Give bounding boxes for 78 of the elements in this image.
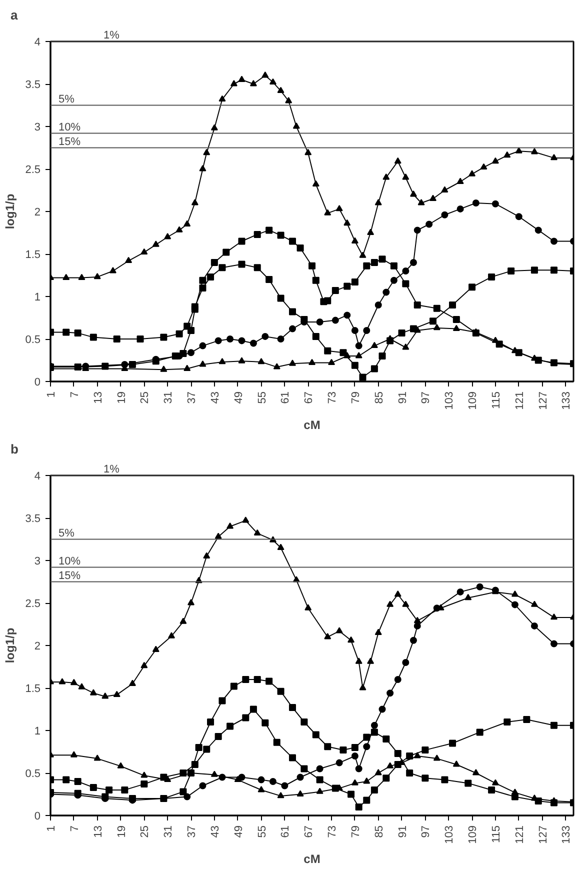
x-tick-label: 49 bbox=[232, 391, 245, 404]
y-tick-label: 4 bbox=[34, 36, 41, 48]
x-tick-label: 7 bbox=[68, 391, 81, 398]
x-tick-label: 43 bbox=[209, 391, 222, 404]
annotation: 15% bbox=[58, 570, 81, 582]
x-tick-label: 97 bbox=[420, 825, 432, 838]
y-tick-label: 2 bbox=[34, 206, 41, 218]
x-tick-label: 79 bbox=[350, 391, 362, 404]
y-tick-label: 4 bbox=[34, 470, 41, 482]
annotation: 10% bbox=[58, 121, 81, 134]
x-tick-label: 127 bbox=[537, 825, 550, 844]
y-tick-label: 0 bbox=[34, 810, 41, 822]
x-tick-label: 91 bbox=[396, 391, 409, 404]
x-tick-label: 37 bbox=[186, 391, 198, 404]
y-tick-label: 2 bbox=[34, 640, 41, 652]
y-axis-title: log1/p bbox=[3, 628, 18, 664]
annotation: 15% bbox=[58, 136, 81, 148]
annotation: 5% bbox=[58, 527, 75, 540]
x-tick-label: 7 bbox=[68, 825, 81, 832]
x-tick-label: 19 bbox=[116, 825, 128, 838]
x-tick-label: 91 bbox=[396, 825, 409, 838]
y-tick-label: 3 bbox=[34, 556, 41, 568]
x-tick-label: 103 bbox=[444, 391, 456, 410]
x-tick-label: 61 bbox=[280, 391, 292, 404]
x-tick-label: 31 bbox=[162, 391, 175, 404]
text: 1% bbox=[104, 464, 120, 476]
text: 1% bbox=[104, 30, 120, 42]
x-axis-title: cM bbox=[304, 852, 320, 866]
y-tick-label: 3 bbox=[34, 122, 41, 134]
y-tick-label: 0 bbox=[34, 376, 41, 388]
x-tick-label: 127 bbox=[537, 391, 550, 410]
x-tick-label: 19 bbox=[116, 391, 128, 404]
x-tick-label: 25 bbox=[139, 391, 152, 404]
x-tick-label: 79 bbox=[350, 825, 362, 838]
x-tick-label: 25 bbox=[139, 825, 152, 838]
x-tick-label: 55 bbox=[256, 825, 268, 838]
x-tick-label: 43 bbox=[209, 825, 222, 838]
x-axis-title: cM bbox=[304, 418, 320, 432]
x-tick-label: 73 bbox=[326, 825, 339, 838]
x-tick-label: 121 bbox=[514, 825, 526, 844]
x-tick-label: 109 bbox=[467, 825, 480, 844]
x-tick-label: 115 bbox=[490, 825, 502, 844]
x-tick-label: 1 bbox=[46, 391, 58, 398]
x-tick-label: 85 bbox=[373, 825, 386, 838]
y-tick-label: 0.5 bbox=[25, 768, 41, 780]
chart-title: b bbox=[10, 442, 18, 456]
x-tick-label: 13 bbox=[92, 825, 104, 838]
annotation: 5% bbox=[58, 93, 75, 106]
x-tick-label: 133 bbox=[560, 391, 573, 410]
x-tick-label: 73 bbox=[326, 391, 339, 404]
x-tick-label: 13 bbox=[92, 391, 104, 404]
y-tick-label: 1 bbox=[34, 292, 41, 304]
x-tick-label: 55 bbox=[256, 391, 268, 404]
y-tick-label: 2.5 bbox=[25, 164, 41, 176]
x-tick-label: 115 bbox=[490, 391, 502, 410]
y-tick-label: 2.5 bbox=[25, 598, 41, 610]
x-tick-label: 67 bbox=[303, 825, 316, 838]
x-tick-label: 85 bbox=[373, 391, 386, 404]
y-tick-label: 1.5 bbox=[25, 249, 41, 261]
x-tick-label: 1 bbox=[46, 825, 58, 832]
chart-title: a bbox=[10, 8, 18, 22]
y-tick-label: 1 bbox=[34, 726, 41, 738]
y-tick-label: 3.5 bbox=[25, 79, 41, 91]
x-tick-label: 61 bbox=[280, 825, 292, 838]
y-tick-label: 1.5 bbox=[25, 683, 41, 695]
y-axis-title: log1/p bbox=[3, 194, 18, 230]
y-tick-label: 3.5 bbox=[25, 513, 41, 525]
x-tick-label: 31 bbox=[162, 825, 175, 838]
x-tick-label: 121 bbox=[514, 391, 526, 410]
x-tick-label: 109 bbox=[467, 391, 480, 410]
y-tick-label: 0.5 bbox=[25, 334, 41, 346]
x-tick-label: 103 bbox=[444, 825, 456, 844]
x-tick-label: 37 bbox=[186, 825, 198, 838]
x-tick-label: 97 bbox=[420, 391, 432, 404]
x-tick-label: 133 bbox=[560, 825, 573, 844]
annotation: 10% bbox=[58, 555, 81, 568]
x-tick-label: 67 bbox=[303, 391, 316, 404]
x-tick-label: 49 bbox=[232, 825, 245, 838]
